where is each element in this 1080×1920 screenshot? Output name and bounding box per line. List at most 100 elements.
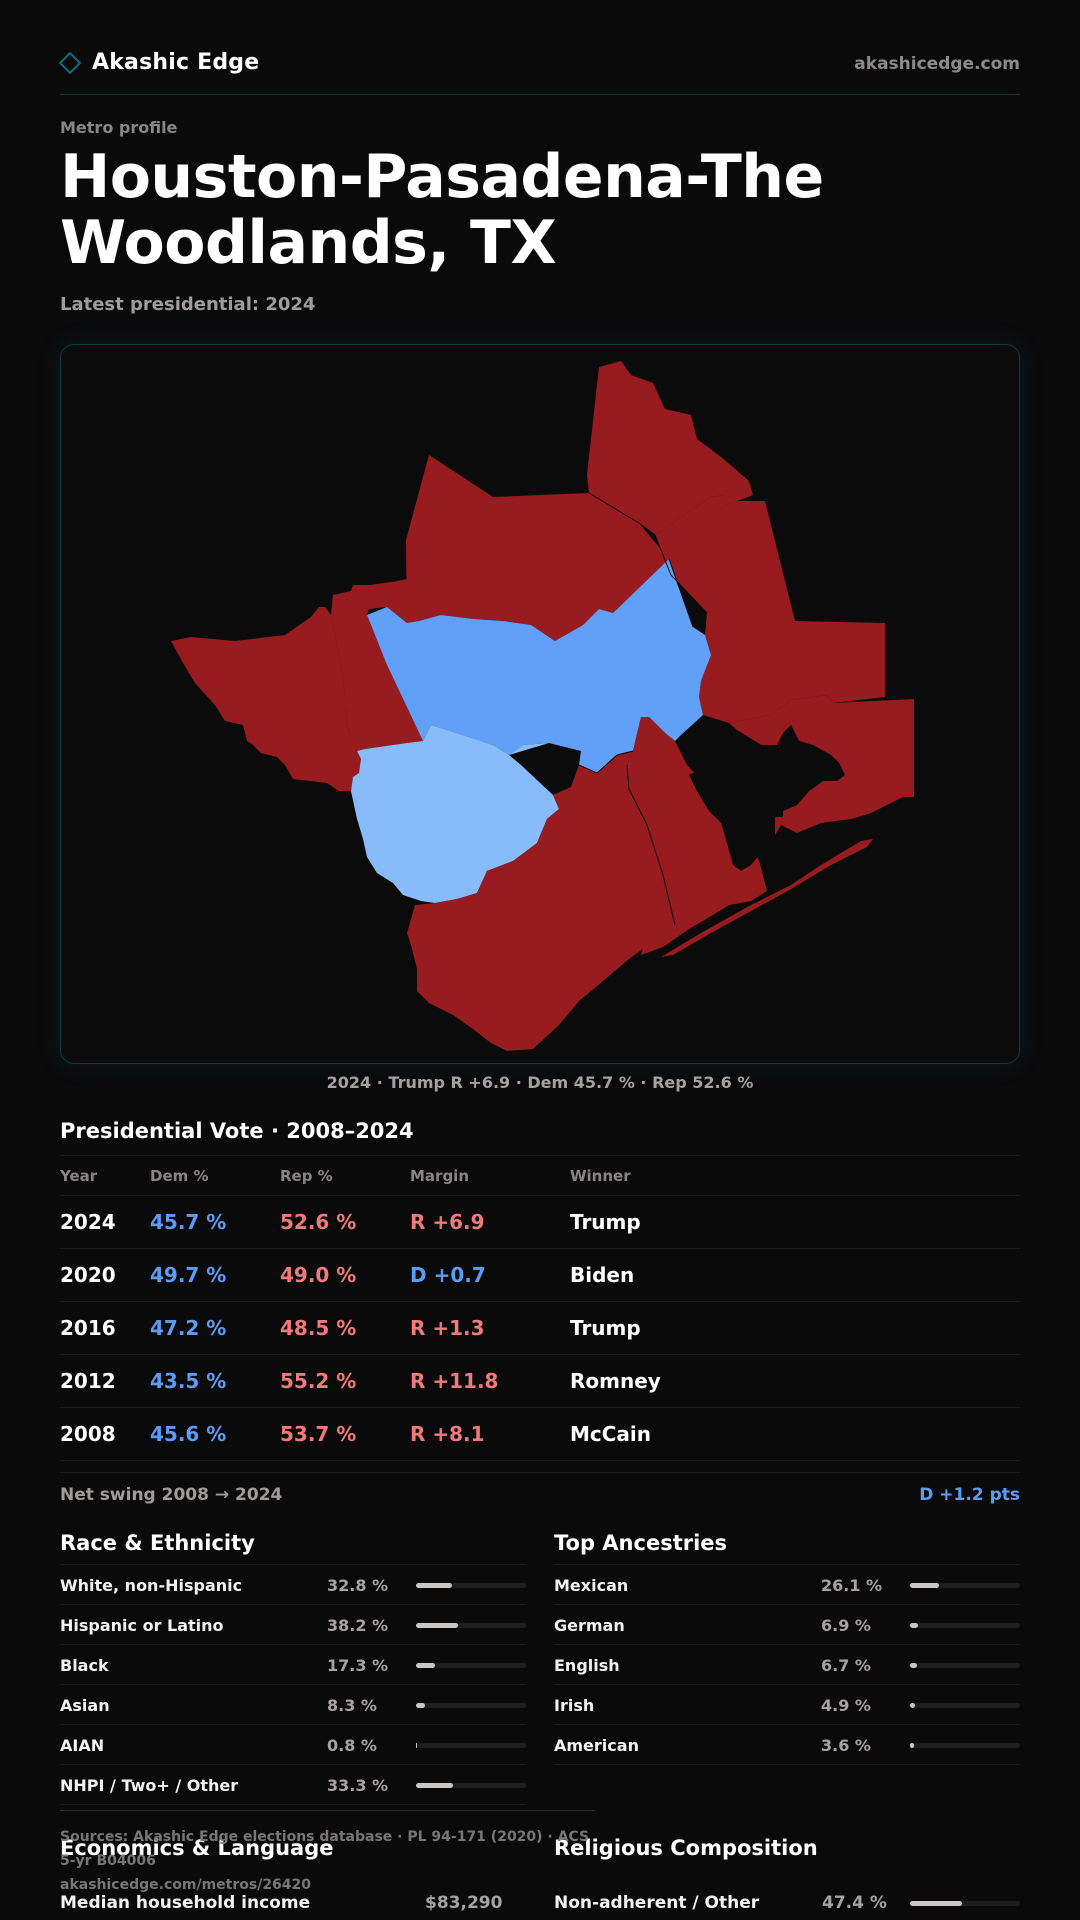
list-item: English 6.7 % (554, 1645, 1020, 1685)
county-map-svg (171, 361, 914, 1051)
header-rep: Rep % (280, 1166, 333, 1185)
economics-title: Economics & Language (60, 1836, 334, 1860)
row-year: 2016 (60, 1316, 116, 1340)
galveston-island[interactable] (661, 839, 873, 957)
list-item: White, non-Hispanic 32.8 % (60, 1565, 526, 1605)
county-austin[interactable] (171, 607, 361, 791)
stat-label: Mexican (554, 1576, 629, 1595)
stat-label: Hispanic or Latino (60, 1616, 224, 1635)
row-rep: 52.6 % (280, 1210, 357, 1234)
county-fort-bend[interactable] (351, 725, 559, 903)
row-rep: 53.7 % (280, 1422, 357, 1446)
diamond-logo-icon (58, 51, 82, 74)
header-dem: Dem % (150, 1166, 209, 1185)
row-dem: 45.7 % (150, 1210, 227, 1234)
row-winner: Biden (570, 1263, 635, 1287)
stat-bar-fill (910, 1583, 939, 1588)
economics-first-label: Median household income (60, 1893, 311, 1913)
page-kicker: Metro profile (60, 118, 178, 137)
vote-section-title: Presidential Vote · 2008–2024 (60, 1119, 414, 1143)
row-dem: 43.5 % (150, 1369, 227, 1393)
list-item: NHPI / Two+ / Other 33.3 % (60, 1765, 526, 1805)
stat-bar-fill (416, 1623, 459, 1628)
stat-pct: 26.1 % (821, 1576, 883, 1595)
vote-table: Year Dem % Rep % Margin Winner 2024 45.7… (60, 1155, 1020, 1461)
stat-bar (416, 1583, 526, 1588)
race-title: Race & Ethnicity (60, 1522, 526, 1565)
table-row: 2016 47.2 % 48.5 % R +1.3 Trump (60, 1302, 1020, 1355)
row-margin: R +6.9 (410, 1210, 485, 1234)
stat-label: German (554, 1616, 625, 1635)
stat-label: Irish (554, 1696, 595, 1715)
row-margin: R +1.3 (410, 1316, 485, 1340)
sources-link[interactable]: akashicedge.com/metros/26420 (60, 1877, 312, 1893)
stat-bar-fill (910, 1743, 914, 1748)
stat-pct: 0.8 % (327, 1736, 377, 1755)
row-year: 2024 (60, 1210, 116, 1234)
religion-first-bar-fill (910, 1901, 963, 1906)
list-item: Irish 4.9 % (554, 1685, 1020, 1725)
list-item: Mexican 26.1 % (554, 1565, 1020, 1605)
stat-bar (416, 1703, 526, 1708)
row-margin: R +11.8 (410, 1369, 499, 1393)
county-map (60, 344, 1020, 1064)
row-rep: 48.5 % (280, 1316, 357, 1340)
net-swing-value: D +1.2 pts (919, 1485, 1020, 1505)
stat-label: AIAN (60, 1736, 105, 1755)
stat-bar (910, 1583, 1020, 1588)
ancestry-title: Top Ancestries (554, 1522, 1020, 1565)
row-margin: D +0.7 (410, 1263, 486, 1287)
net-swing-row: Net swing 2008 → 2024 D +1.2 pts (60, 1472, 1020, 1515)
page-title: Houston-Pasadena-The Woodlands, TX (60, 142, 824, 278)
county-montgomery[interactable] (406, 455, 669, 641)
county-waller[interactable] (331, 577, 423, 751)
brand[interactable]: Akashic Edge (58, 50, 259, 75)
county-liberty[interactable] (655, 495, 885, 723)
county-harris[interactable] (367, 559, 711, 773)
page-subtitle: Latest presidential: 2024 (60, 294, 316, 315)
list-item: Asian 8.3 % (60, 1685, 526, 1725)
row-year: 2012 (60, 1369, 116, 1393)
stat-label: American (554, 1736, 639, 1755)
row-rep: 49.0 % (280, 1263, 357, 1287)
county-chambers[interactable] (729, 695, 914, 835)
county-brazoria[interactable] (407, 751, 675, 1051)
row-year: 2008 (60, 1422, 116, 1446)
table-header-row: Year Dem % Rep % Margin Winner (60, 1156, 1020, 1196)
stat-bar (910, 1743, 1020, 1748)
site-url-link[interactable]: akashicedge.com (854, 54, 1020, 74)
map-caption: 2024 · Trump R +6.9 · Dem 45.7 % · Rep 5… (326, 1073, 754, 1092)
stat-pct: 33.3 % (327, 1776, 389, 1795)
stat-label: English (554, 1656, 620, 1675)
table-row: 2024 45.7 % 52.6 % R +6.9 Trump (60, 1196, 1020, 1249)
religion-first-bar (910, 1901, 1020, 1906)
county-galveston[interactable] (627, 717, 767, 955)
race-panel: Race & Ethnicity White, non-Hispanic 32.… (60, 1522, 526, 1805)
row-winner: Trump (570, 1210, 641, 1234)
stat-bar-fill (416, 1663, 436, 1668)
stat-pct: 38.2 % (327, 1616, 389, 1635)
list-item: German 6.9 % (554, 1605, 1020, 1645)
stat-bar-fill (416, 1703, 426, 1708)
row-winner: McCain (570, 1422, 652, 1446)
row-dem: 47.2 % (150, 1316, 227, 1340)
row-dem: 49.7 % (150, 1263, 227, 1287)
row-year: 2020 (60, 1263, 116, 1287)
list-item: American 3.6 % (554, 1725, 1020, 1765)
stat-pct: 6.9 % (821, 1616, 871, 1635)
stat-bar-fill (910, 1663, 918, 1668)
religion-title: Religious Composition (554, 1836, 818, 1860)
ancestry-panel: Top Ancestries Mexican 26.1 % German 6.9… (554, 1522, 1020, 1765)
stat-bar (910, 1703, 1020, 1708)
stat-label: Black (60, 1656, 109, 1675)
header-margin: Margin (410, 1166, 470, 1185)
list-item: Hispanic or Latino 38.2 % (60, 1605, 526, 1645)
stat-bar-fill (910, 1623, 918, 1628)
religion-first-pct: 47.4 % (822, 1893, 887, 1913)
stat-pct: 3.6 % (821, 1736, 871, 1755)
galveston-bay (689, 725, 845, 871)
county-north[interactable] (587, 361, 753, 535)
list-item: Black 17.3 % (60, 1645, 526, 1685)
stat-bar (416, 1783, 526, 1788)
stat-bar (416, 1623, 526, 1628)
